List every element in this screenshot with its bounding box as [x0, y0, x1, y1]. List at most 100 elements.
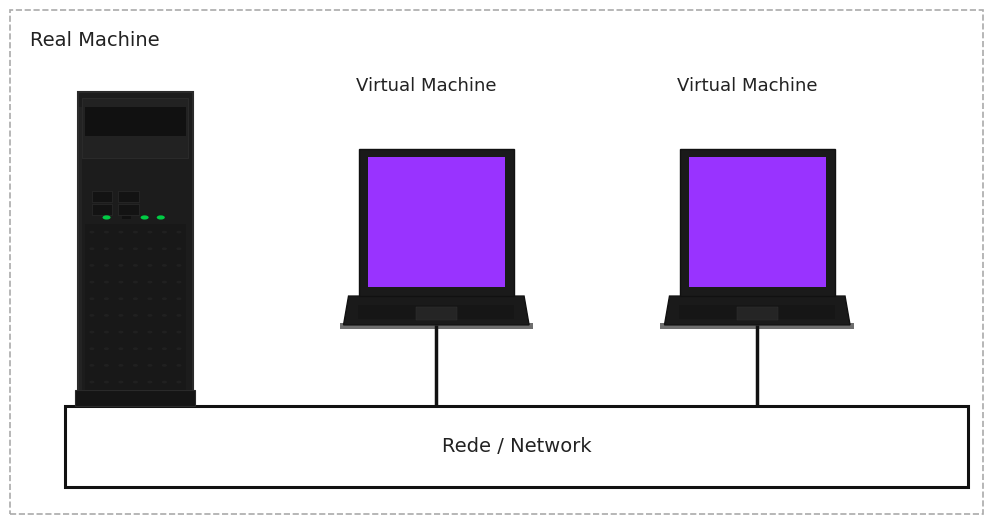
Circle shape — [132, 264, 138, 267]
Circle shape — [89, 231, 94, 233]
Circle shape — [161, 364, 166, 367]
Circle shape — [104, 231, 109, 233]
Circle shape — [89, 314, 94, 316]
Bar — [359, 149, 513, 296]
Bar — [416, 307, 456, 320]
Bar — [659, 323, 853, 329]
Circle shape — [89, 298, 94, 300]
Circle shape — [161, 281, 166, 283]
Bar — [75, 390, 195, 406]
Bar — [84, 224, 186, 390]
Circle shape — [118, 331, 123, 333]
Circle shape — [104, 281, 109, 283]
Circle shape — [102, 215, 110, 220]
Circle shape — [161, 314, 166, 316]
Circle shape — [161, 347, 166, 350]
Circle shape — [104, 381, 109, 384]
Circle shape — [132, 231, 138, 233]
Bar — [678, 304, 835, 319]
Bar — [65, 406, 967, 487]
Circle shape — [89, 364, 94, 367]
Polygon shape — [664, 296, 849, 325]
Circle shape — [147, 264, 152, 267]
Circle shape — [161, 331, 166, 333]
Bar — [736, 307, 777, 320]
Circle shape — [161, 231, 166, 233]
Bar — [118, 204, 138, 215]
Polygon shape — [343, 296, 529, 325]
Circle shape — [147, 298, 152, 300]
Circle shape — [132, 347, 138, 350]
Circle shape — [161, 247, 166, 250]
Circle shape — [104, 314, 109, 316]
Circle shape — [176, 231, 181, 233]
Circle shape — [161, 264, 166, 267]
Circle shape — [147, 381, 152, 384]
Circle shape — [118, 314, 123, 316]
Circle shape — [161, 381, 166, 384]
Circle shape — [89, 381, 94, 384]
Circle shape — [89, 347, 94, 350]
Bar — [679, 149, 834, 296]
Circle shape — [104, 331, 109, 333]
Bar — [82, 98, 188, 158]
Circle shape — [176, 281, 181, 283]
Circle shape — [104, 347, 109, 350]
Circle shape — [104, 364, 109, 367]
Circle shape — [104, 298, 109, 300]
Circle shape — [89, 331, 94, 333]
Bar — [121, 216, 130, 219]
Circle shape — [132, 314, 138, 316]
Circle shape — [104, 247, 109, 250]
Circle shape — [118, 281, 123, 283]
Circle shape — [132, 364, 138, 367]
Circle shape — [118, 247, 123, 250]
FancyBboxPatch shape — [10, 10, 982, 514]
Bar — [84, 107, 186, 136]
Text: Rede / Network: Rede / Network — [441, 437, 591, 456]
Circle shape — [156, 215, 164, 220]
Circle shape — [176, 264, 181, 267]
Circle shape — [118, 364, 123, 367]
Circle shape — [104, 264, 109, 267]
Circle shape — [118, 347, 123, 350]
Bar — [91, 204, 112, 215]
Text: Virtual Machine: Virtual Machine — [356, 78, 496, 95]
Bar — [339, 323, 533, 329]
Bar — [91, 191, 112, 202]
Circle shape — [132, 247, 138, 250]
Circle shape — [176, 314, 181, 316]
Circle shape — [147, 331, 152, 333]
Circle shape — [132, 298, 138, 300]
Circle shape — [118, 298, 123, 300]
Circle shape — [118, 381, 123, 384]
Circle shape — [118, 231, 123, 233]
Circle shape — [132, 331, 138, 333]
Circle shape — [140, 215, 148, 220]
Circle shape — [132, 281, 138, 283]
Circle shape — [89, 281, 94, 283]
Text: Real Machine: Real Machine — [30, 31, 159, 50]
Bar — [118, 191, 138, 202]
Circle shape — [176, 331, 181, 333]
Circle shape — [176, 347, 181, 350]
Text: Virtual Machine: Virtual Machine — [676, 78, 817, 95]
Circle shape — [176, 298, 181, 300]
Circle shape — [147, 314, 152, 316]
Bar — [78, 107, 82, 390]
Circle shape — [161, 298, 166, 300]
Bar — [688, 157, 825, 287]
Circle shape — [147, 231, 152, 233]
Circle shape — [147, 364, 152, 367]
Bar — [368, 157, 504, 287]
Bar — [78, 92, 192, 406]
Bar — [358, 304, 514, 319]
Circle shape — [147, 347, 152, 350]
Circle shape — [147, 281, 152, 283]
Circle shape — [89, 247, 94, 250]
Circle shape — [176, 247, 181, 250]
Circle shape — [176, 364, 181, 367]
Circle shape — [147, 247, 152, 250]
Circle shape — [118, 264, 123, 267]
Circle shape — [89, 264, 94, 267]
